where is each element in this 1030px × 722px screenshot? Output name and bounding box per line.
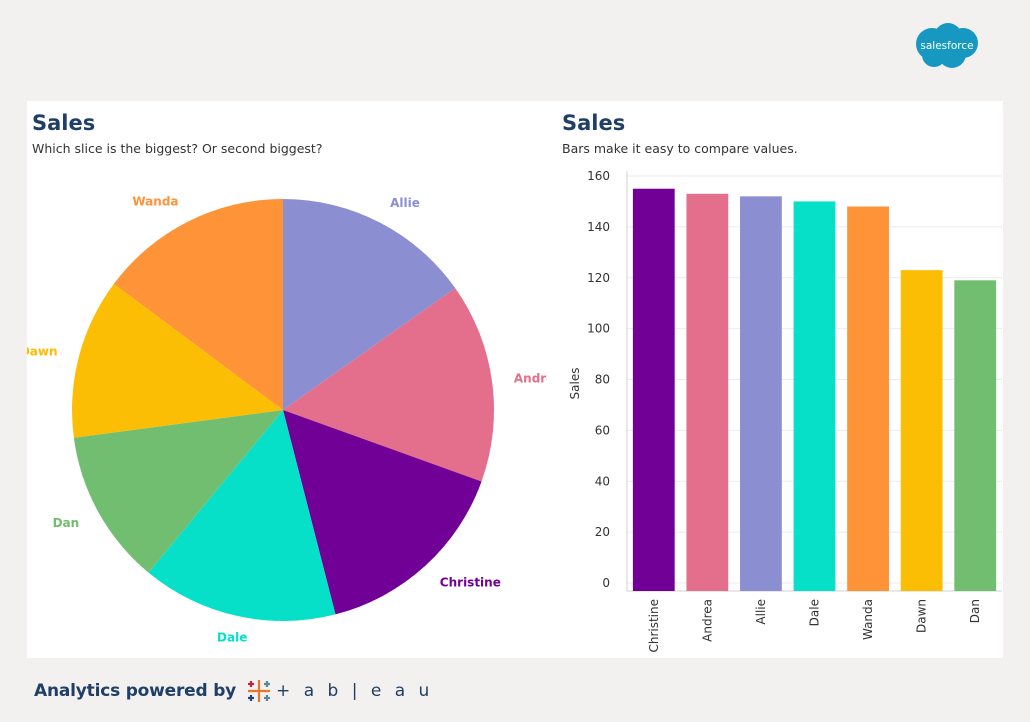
pie-chart-subtitle: Which slice is the biggest? Or second bi… bbox=[32, 141, 323, 156]
pie-label-dawn: Dawn bbox=[27, 344, 58, 358]
pie-label-christine: Christine bbox=[440, 575, 501, 589]
pie-label-dan: Dan bbox=[53, 516, 80, 530]
y-tick-label: 40 bbox=[595, 474, 610, 488]
pie-slice-dale[interactable] bbox=[148, 410, 336, 621]
pie-label-wanda: Wanda bbox=[132, 195, 178, 209]
y-tick-label: 140 bbox=[587, 220, 610, 234]
bar-dan[interactable] bbox=[954, 280, 997, 591]
tableau-icon bbox=[248, 680, 271, 702]
y-axis-title: Sales bbox=[568, 368, 582, 400]
bar-wanda[interactable] bbox=[847, 206, 889, 591]
x-tick-label-andrea: Andrea bbox=[700, 599, 714, 642]
y-tick-label: 80 bbox=[595, 373, 610, 387]
bar-chart-title: Sales bbox=[562, 111, 626, 135]
y-tick-label: 160 bbox=[587, 169, 610, 183]
salesforce-logo: salesforce bbox=[916, 23, 978, 68]
bar-andrea[interactable] bbox=[686, 193, 729, 591]
footer-text: Analytics powered by bbox=[34, 681, 237, 701]
pie-slice-allie[interactable] bbox=[283, 199, 456, 410]
x-tick-label-dan: Dan bbox=[968, 599, 982, 623]
pie-label-allie: Allie bbox=[390, 196, 420, 210]
pie-slice-wanda[interactable] bbox=[113, 199, 283, 410]
bar-chart[interactable]: 0 20 40 60 80 100 120 140 160 Sales Christine Andre… bbox=[547, 101, 1003, 658]
x-tick-label-christine: Christine bbox=[647, 599, 661, 653]
y-tick-label: 20 bbox=[595, 525, 610, 539]
y-tick-label: 120 bbox=[587, 271, 610, 285]
pie-slice-andrea[interactable] bbox=[283, 288, 494, 482]
pie-label-dale: Dale bbox=[217, 630, 247, 644]
pie-label-andrea: Andrea bbox=[514, 372, 547, 386]
pie-slice-christine[interactable] bbox=[283, 410, 482, 615]
bar-allie[interactable] bbox=[740, 196, 782, 591]
bar-christine[interactable] bbox=[632, 188, 675, 591]
x-tick-label-dawn: Dawn bbox=[915, 599, 929, 633]
cloud-shape bbox=[916, 23, 978, 68]
x-tick-label-wanda: Wanda bbox=[861, 599, 875, 640]
y-tick-label: 100 bbox=[587, 322, 610, 336]
salesforce-logo-text: salesforce bbox=[920, 40, 973, 52]
bar-dale[interactable] bbox=[793, 201, 836, 591]
x-tick-label-dale: Dale bbox=[808, 599, 822, 626]
bar-chart-subtitle: Bars make it easy to compare values. bbox=[562, 141, 798, 156]
pie-slice-dan[interactable] bbox=[73, 410, 283, 573]
pie-chart[interactable]: Allie Andrea Christine Dale Dan Dawn Wanda bbox=[27, 101, 547, 658]
y-tick-label: 0 bbox=[602, 576, 610, 590]
dashboard-panel: Sales Which slice is the biggest? Or sec… bbox=[27, 101, 1003, 658]
tableau-wordmark: + a b | e a u bbox=[276, 681, 434, 701]
bar-dawn[interactable] bbox=[900, 270, 943, 591]
x-tick-label-allie: Allie bbox=[754, 599, 768, 625]
footer-branding: Analytics powered by + a b | e a u bbox=[34, 678, 433, 704]
pie-chart-title: Sales bbox=[32, 111, 96, 135]
y-tick-label: 60 bbox=[595, 423, 610, 437]
pie-slice-dawn[interactable] bbox=[72, 283, 283, 438]
